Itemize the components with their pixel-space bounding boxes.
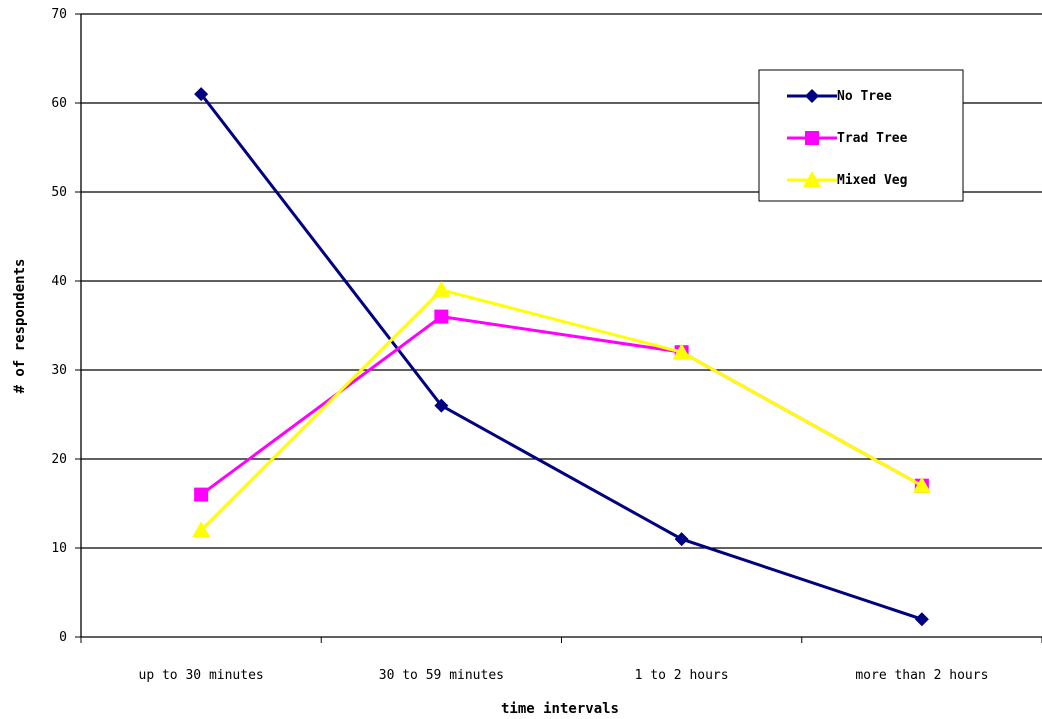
legend-item: Mixed Veg: [787, 171, 907, 188]
y-tick-label: 50: [51, 185, 67, 200]
y-tick-label: 70: [51, 7, 67, 22]
data-point: [674, 532, 689, 547]
legend: No Tree Trad Tree Mixed Veg: [758, 69, 964, 202]
series-line: [200, 315, 923, 496]
legend-marker: [805, 89, 819, 103]
data-point: [192, 521, 211, 538]
data-point: [194, 487, 209, 502]
legend-label: Mixed Veg: [837, 173, 907, 188]
y-tick-label: 60: [51, 96, 67, 111]
legend-item: Trad Tree: [787, 131, 908, 146]
legend-item: No Tree: [787, 89, 892, 104]
x-tick-label: more than 2 hours: [855, 668, 988, 683]
x-tick-label: 1 to 2 hours: [635, 668, 729, 683]
y-tick-label: 40: [51, 274, 67, 289]
y-tick-label: 10: [51, 541, 67, 556]
data-point: [672, 343, 691, 360]
series-mixed-veg: [192, 280, 931, 538]
legend-marker: [805, 131, 819, 145]
tick-labels: 0 10 20 30 40 50 60 70 up to 30 minutes 30 to 59 …: [51, 7, 988, 683]
legend-marker: [803, 171, 821, 187]
legend-label: Trad Tree: [837, 131, 908, 146]
data-point: [432, 280, 451, 297]
legend-label: No Tree: [837, 89, 892, 104]
series-line: [200, 288, 923, 532]
y-axis-title: # of respondents: [12, 259, 28, 394]
data-point: [194, 87, 209, 102]
data-point: [434, 309, 449, 324]
x-axis-title: time intervals: [501, 701, 619, 717]
axes: [75, 13, 1042, 643]
gridlines: [81, 13, 1042, 549]
series-line: [199, 93, 923, 621]
series-no-tree: [194, 87, 929, 627]
y-tick-label: 30: [51, 363, 67, 378]
y-tick-label: 0: [59, 630, 67, 645]
y-tick-label: 20: [51, 452, 67, 467]
data-point: [912, 476, 931, 493]
x-tick-label: up to 30 minutes: [139, 668, 264, 683]
x-tick-label: 30 to 59 minutes: [379, 668, 504, 683]
series: [192, 87, 931, 627]
data-point: [914, 612, 929, 627]
data-point: [434, 398, 449, 413]
